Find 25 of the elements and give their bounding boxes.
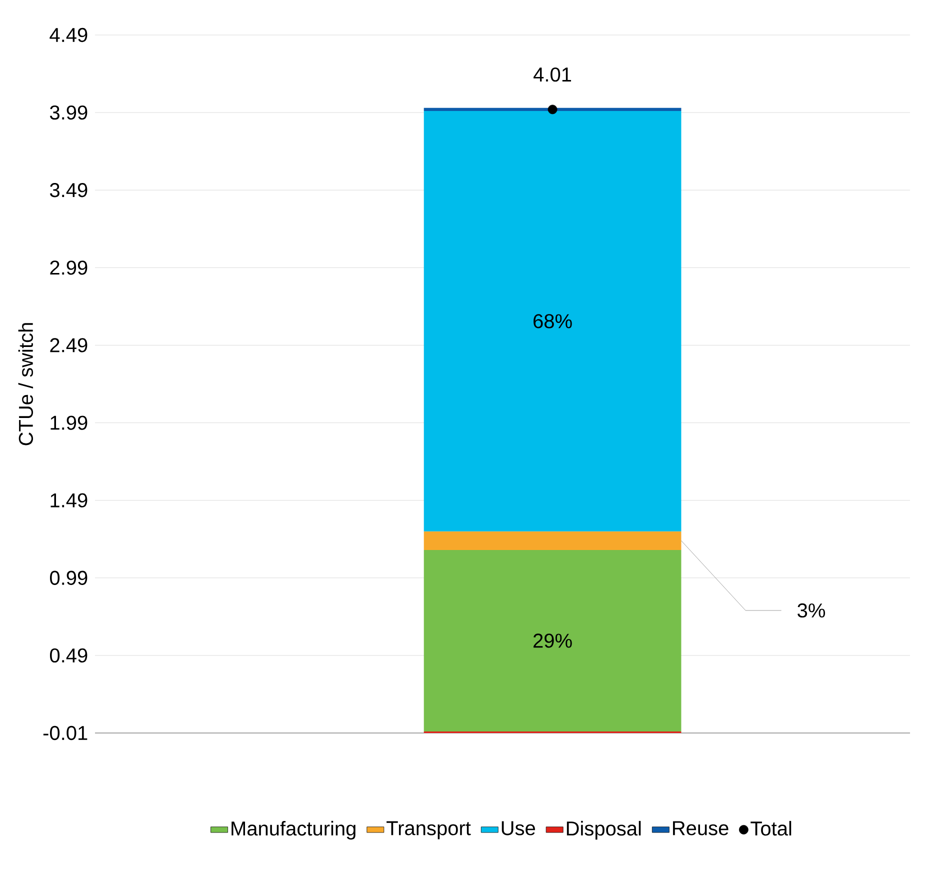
data-label: 4.01 — [534, 67, 572, 82]
bar — [424, 108, 682, 111]
y-tick-label: 2.99 — [50, 260, 88, 275]
y-tick-label: -0.01 — [43, 726, 88, 740]
annotation: 68% — [534, 314, 572, 328]
y-tick-label: 3.99 — [50, 105, 88, 120]
legend-label: Use — [502, 821, 536, 836]
legend-label: Total — [750, 820, 792, 836]
y-axis-title: CTUe / switch — [18, 323, 34, 446]
y-tick-label: 0.99 — [50, 570, 88, 585]
legend-label: Reuse — [673, 821, 728, 836]
annotation: 29% — [534, 634, 572, 648]
legend-label: Disposal — [566, 820, 641, 840]
y-tick-label: 0.49 — [50, 648, 88, 663]
legend-label: Transport — [386, 821, 471, 840]
y-tick-label: 1.49 — [50, 493, 88, 508]
bar — [424, 531, 682, 550]
y-tick-label: 1.99 — [50, 416, 88, 430]
legend-label: Manufacturing — [232, 820, 356, 840]
annotation: 3% — [798, 603, 826, 618]
bar — [424, 111, 682, 532]
y-tick-label: 4.49 — [50, 28, 88, 42]
y-tick-label: 2.49 — [50, 338, 88, 352]
bar — [424, 550, 682, 732]
y-tick-label: 3.49 — [50, 183, 88, 198]
